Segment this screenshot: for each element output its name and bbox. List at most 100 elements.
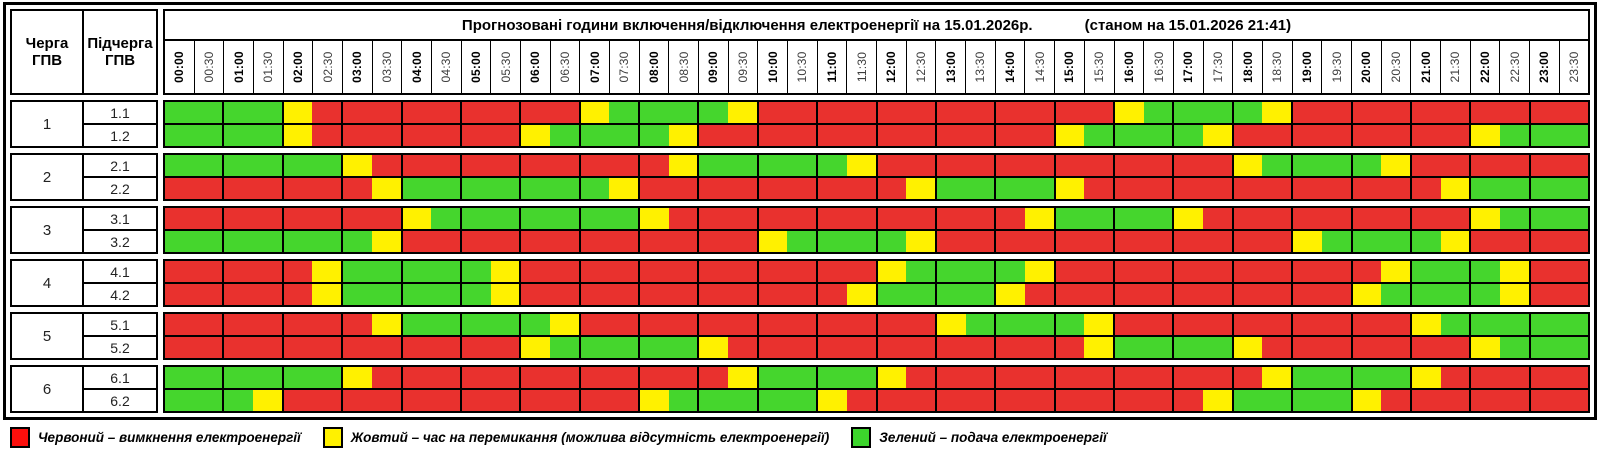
slot-cell xyxy=(1024,125,1054,146)
slot-cell xyxy=(1469,390,1500,411)
slot-cell xyxy=(728,284,757,305)
table-title: Прогнозовані години включення/відключенн… xyxy=(165,11,1588,41)
slot-cell xyxy=(1024,284,1054,305)
slot-cell xyxy=(668,231,698,252)
slot-cell xyxy=(193,390,223,411)
slot-cell xyxy=(519,208,550,229)
slot-cell xyxy=(875,125,907,146)
slot-cell xyxy=(165,178,194,199)
slot-cell xyxy=(994,337,1025,358)
subqueue-column: 6.1 6.2 xyxy=(84,367,156,411)
slot-cell xyxy=(728,261,757,282)
slot-cell xyxy=(756,102,788,123)
slot-cell xyxy=(1381,314,1410,335)
slot-cell xyxy=(165,231,194,252)
slot-cell xyxy=(668,261,698,282)
slot-cell xyxy=(193,367,223,388)
slot-cell xyxy=(222,178,254,199)
slot-cell xyxy=(1291,314,1322,335)
slot-cell xyxy=(846,390,876,411)
slot-cell xyxy=(578,284,610,305)
slot-cell xyxy=(1172,178,1204,199)
slot-cell xyxy=(1262,261,1292,282)
slot-cell xyxy=(1203,231,1232,252)
slot-cell xyxy=(787,155,817,176)
legend-swatch xyxy=(322,427,343,448)
time-slot-label: 21:30 xyxy=(1439,41,1470,93)
slot-cell xyxy=(787,178,817,199)
slot-cell xyxy=(459,178,491,199)
slot-cell xyxy=(1053,314,1085,335)
slot-cell xyxy=(1350,102,1382,123)
slot-cell xyxy=(1231,337,1263,358)
slot-cell xyxy=(1409,178,1441,199)
slot-cell xyxy=(1143,178,1173,199)
slot-cell xyxy=(341,261,372,282)
slot-cell xyxy=(756,284,788,305)
slot-cell xyxy=(193,178,223,199)
slot-cell xyxy=(668,125,698,146)
slot-cell xyxy=(934,125,966,146)
slot-cell xyxy=(1024,390,1054,411)
schedule-band: 1 1.1 1.2 xyxy=(10,100,1590,148)
slot-cell xyxy=(1291,178,1322,199)
slot-cell xyxy=(1440,367,1470,388)
time-slot-label: 19:00 xyxy=(1291,41,1322,93)
schedule-row xyxy=(165,155,1588,176)
slot-cell xyxy=(875,155,907,176)
time-slot-label: 08:00 xyxy=(638,41,669,93)
slot-cell xyxy=(1528,261,1560,282)
time-slot-label: 22:30 xyxy=(1499,41,1529,93)
slot-cell xyxy=(697,178,729,199)
slot-cell xyxy=(490,284,520,305)
slot-cell xyxy=(1321,231,1351,252)
slot-cell xyxy=(1321,178,1351,199)
slot-cell xyxy=(906,178,935,199)
slot-cell xyxy=(400,390,432,411)
slot-cell xyxy=(1203,367,1232,388)
slot-cell xyxy=(934,261,966,282)
slot-cell xyxy=(459,231,491,252)
slot-cell xyxy=(875,284,907,305)
band-grid xyxy=(163,206,1590,254)
slot-cell xyxy=(965,208,995,229)
slot-cell xyxy=(1469,314,1500,335)
slot-cell xyxy=(1321,337,1351,358)
slot-cell xyxy=(341,367,372,388)
slot-cell xyxy=(281,314,313,335)
slot-cell xyxy=(1231,367,1263,388)
time-slot-label: 17:00 xyxy=(1172,41,1203,93)
slot-cell xyxy=(609,337,638,358)
queue-column-header: Черга ГПВ xyxy=(12,11,84,93)
schedule-band: 3 3.1 3.2 xyxy=(10,206,1590,254)
time-slot-label: 13:30 xyxy=(965,41,995,93)
slot-cell xyxy=(253,208,282,229)
slot-cell xyxy=(1291,102,1322,123)
slot-cell xyxy=(906,155,935,176)
slot-cell xyxy=(638,155,669,176)
band-left: 6 6.1 6.2 xyxy=(10,365,158,413)
slot-cell xyxy=(1143,102,1173,123)
slot-cell xyxy=(934,208,966,229)
slot-cell xyxy=(193,261,223,282)
time-slot-label: 23:30 xyxy=(1558,41,1589,93)
slot-cell xyxy=(697,231,729,252)
slot-cell xyxy=(1350,155,1382,176)
subqueue-column: 2.1 2.2 xyxy=(84,155,156,199)
slot-cell xyxy=(1203,284,1232,305)
slot-cell xyxy=(490,314,520,335)
slot-cell xyxy=(578,155,610,176)
slot-cell xyxy=(906,125,935,146)
slot-cell xyxy=(816,314,847,335)
slot-cell xyxy=(1084,125,1113,146)
slot-cell xyxy=(787,367,817,388)
slot-cell xyxy=(281,284,313,305)
schedule-band: 5 5.1 5.2 xyxy=(10,312,1590,360)
slot-cell xyxy=(165,390,194,411)
slot-cell xyxy=(165,155,194,176)
slot-cell xyxy=(638,125,669,146)
slot-cell xyxy=(165,261,194,282)
slot-cell xyxy=(459,337,491,358)
slot-cell xyxy=(578,178,610,199)
slot-cell xyxy=(697,102,729,123)
